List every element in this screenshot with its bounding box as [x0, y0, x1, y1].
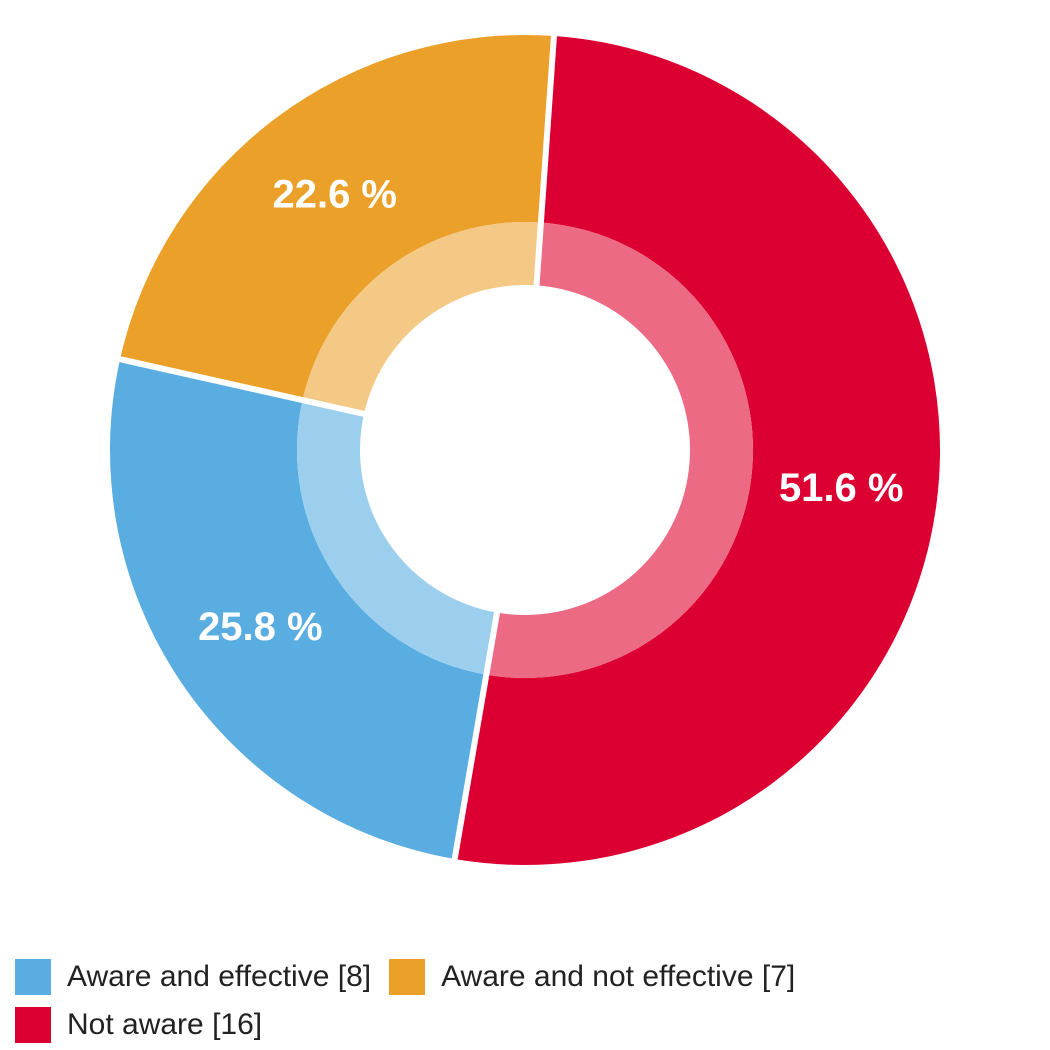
slice-percent-label-2: 22.6 %: [272, 173, 397, 217]
slice-percent-label-0: 51.6 %: [779, 466, 904, 510]
legend-label: Not aware [16]: [67, 1008, 263, 1041]
slice-outer-1[interactable]: [110, 359, 487, 859]
legend-swatch: [15, 959, 51, 995]
slice-outer-0[interactable]: [454, 36, 941, 866]
legend-item-aware-not-effective[interactable]: Aware and not effective [7]: [389, 959, 795, 995]
slice-outer-2[interactable]: [120, 34, 554, 401]
legend-swatch: [15, 1007, 51, 1043]
legend-item-not-aware[interactable]: Not aware [16]: [15, 1007, 262, 1043]
slice-separator: [533, 33, 558, 288]
slice-inner-2: [302, 221, 541, 414]
slice-inner-0: [486, 222, 754, 678]
slice-percent-label-1: 25.8 %: [198, 605, 323, 649]
legend-label: Aware and not effective [7]: [441, 960, 796, 993]
legend-label: Aware and effective [8]: [67, 960, 372, 993]
slice-separator: [451, 610, 501, 862]
slice-separator: [117, 355, 367, 418]
slice-inner-1: [297, 400, 498, 675]
legend-row-1: Aware and effective [8] Aware and not ef…: [15, 953, 1035, 1001]
legend-item-aware-effective[interactable]: Aware and effective [8]: [15, 959, 371, 995]
legend-swatch: [389, 959, 426, 995]
legend: Aware and effective [8] Aware and not ef…: [15, 953, 1035, 1049]
legend-row-2: Not aware [16]: [15, 1001, 1035, 1049]
